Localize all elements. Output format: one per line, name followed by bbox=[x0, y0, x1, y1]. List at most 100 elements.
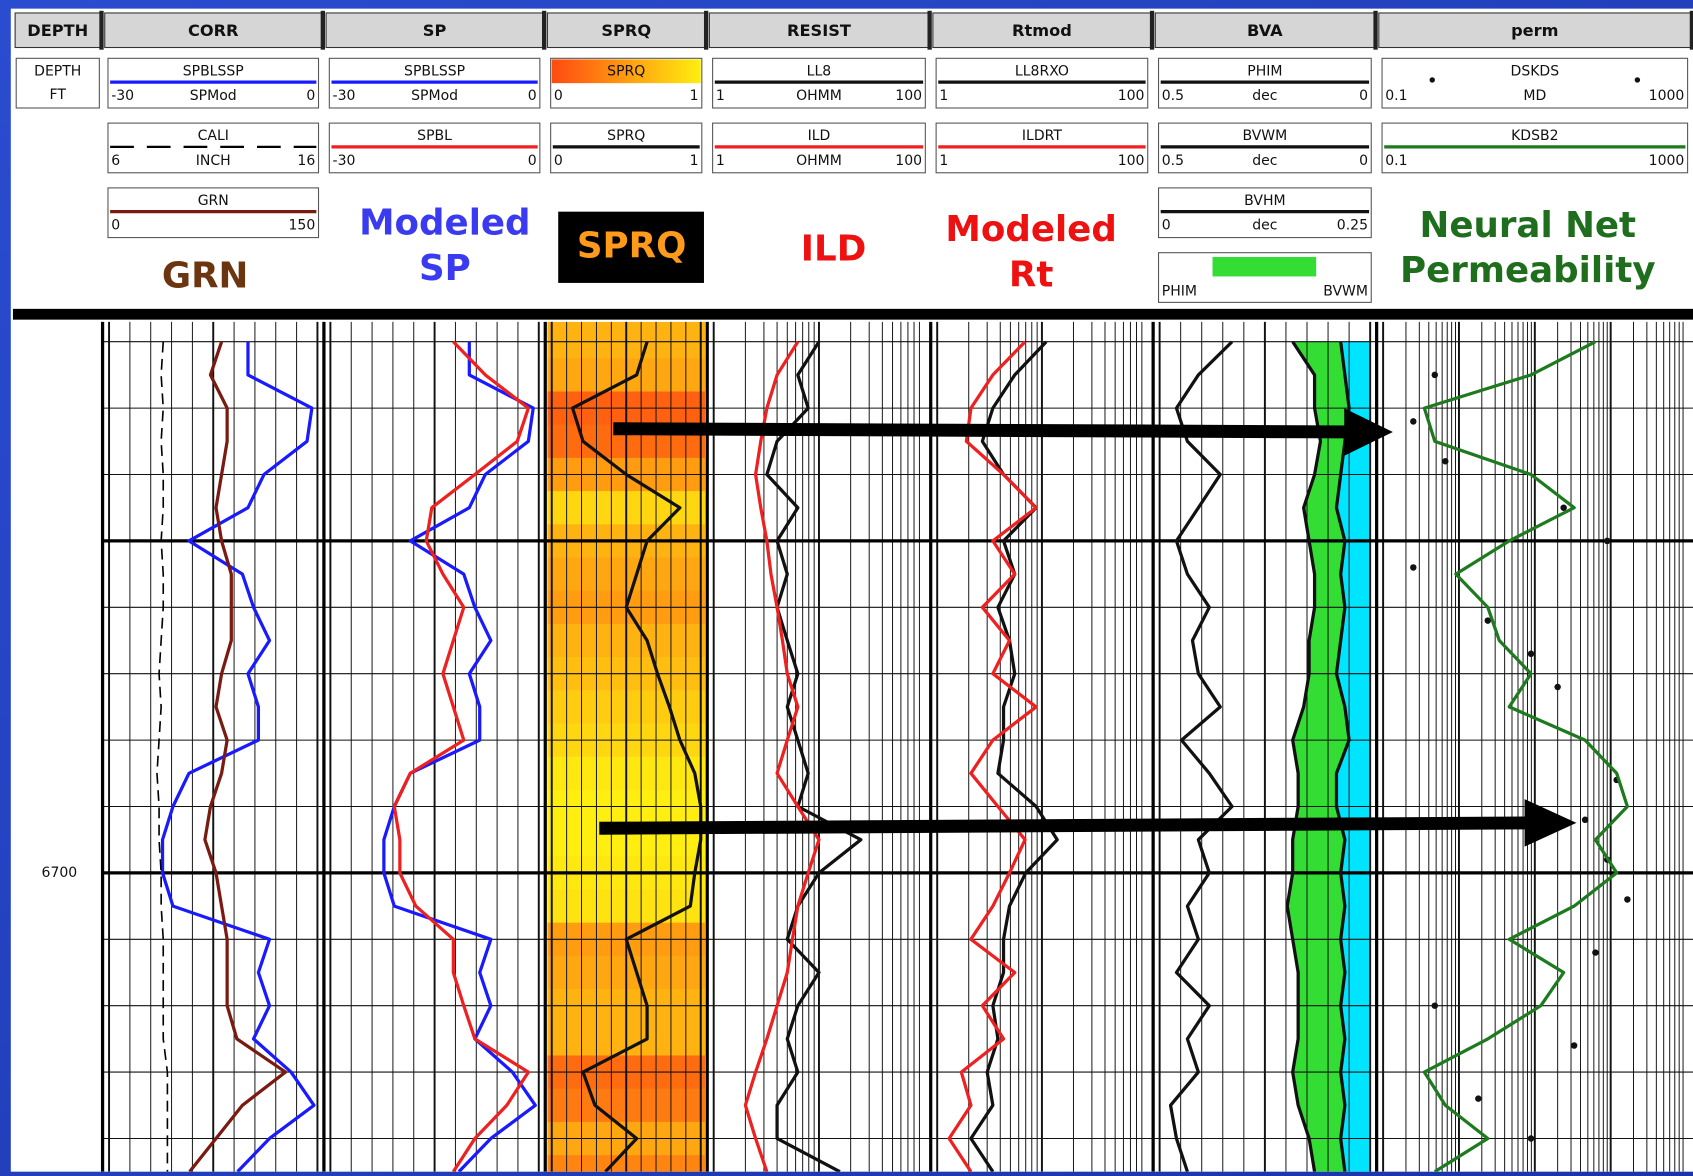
core-perm-point bbox=[1560, 504, 1567, 511]
header-divider bbox=[1689, 10, 1693, 50]
legend-name: GRN bbox=[198, 193, 229, 209]
core-perm-point bbox=[1603, 537, 1611, 545]
core-perm-point bbox=[1442, 457, 1449, 465]
scale-left: 0.1 bbox=[1385, 153, 1407, 169]
legend-name: LL8RXO bbox=[1015, 63, 1069, 79]
scale-left: 0 bbox=[1162, 218, 1171, 234]
track-header bbox=[104, 12, 323, 49]
header-divider bbox=[1149, 10, 1155, 50]
legend-box bbox=[1381, 57, 1689, 109]
scale-right: 150 bbox=[289, 218, 316, 234]
depth-header: FT bbox=[50, 87, 67, 103]
scale-right: 100 bbox=[895, 153, 922, 169]
annotation: Modeled bbox=[359, 203, 530, 244]
track-title: DEPTH bbox=[27, 21, 88, 40]
legend-unit: OHMM bbox=[796, 88, 842, 104]
annotation: Neural Net bbox=[1420, 205, 1637, 246]
legend-name: BVHM bbox=[1244, 193, 1285, 209]
scale-right: 0 bbox=[306, 88, 315, 104]
legend-name: SPBLSSP bbox=[404, 63, 465, 79]
core-perm-point bbox=[1410, 564, 1417, 571]
legend-dot bbox=[1634, 77, 1641, 83]
log-curve bbox=[188, 341, 288, 1172]
arrow-head bbox=[1344, 408, 1393, 456]
fill-legend-label: BVWM bbox=[1323, 284, 1368, 300]
scale-left: 0.5 bbox=[1162, 153, 1184, 169]
arrow-shaft bbox=[613, 422, 1356, 439]
header-divider bbox=[927, 10, 932, 50]
annotation: GRN bbox=[162, 256, 248, 297]
legend-unit: dec bbox=[1252, 218, 1277, 234]
plot-area: 6700 bbox=[42, 321, 1693, 1172]
header-divider bbox=[99, 10, 104, 50]
track-title: SP bbox=[423, 21, 447, 40]
legend-name: SPBLSSP bbox=[183, 63, 244, 79]
legend-unit: dec bbox=[1252, 88, 1277, 104]
core-perm-point bbox=[1570, 1042, 1578, 1049]
scale-left: 0.5 bbox=[1162, 88, 1184, 104]
scale-right: 100 bbox=[1118, 88, 1145, 104]
legend-area: DEPTH DEPTH FT CORR SPBLSSP -30 SPMod 0 CALI 6 INC… bbox=[14, 10, 1693, 303]
scale-left: 0 bbox=[554, 88, 563, 104]
log-curve bbox=[743, 340, 821, 1172]
core-perm-point bbox=[1475, 1095, 1482, 1102]
annotation: Modeled bbox=[945, 209, 1116, 250]
header-divider bbox=[1373, 10, 1378, 50]
track-header bbox=[708, 12, 930, 49]
legend-name: BVWM bbox=[1243, 128, 1288, 144]
log-curve bbox=[765, 340, 863, 1172]
core-perm-point bbox=[1484, 617, 1492, 624]
legend-name: SPBL bbox=[417, 128, 452, 144]
legend-name: KDSB2 bbox=[1511, 128, 1558, 144]
legend-name: PHIM bbox=[1247, 63, 1282, 79]
track-header bbox=[1378, 12, 1692, 49]
legend-unit: SPMod bbox=[190, 88, 237, 104]
core-perm-point bbox=[1527, 650, 1535, 658]
log-curve bbox=[570, 341, 703, 1172]
scale-right: 0.25 bbox=[1337, 218, 1368, 234]
scale-left: 1 bbox=[939, 153, 948, 169]
legend-dot bbox=[1429, 77, 1435, 83]
scale-right: 100 bbox=[895, 88, 922, 104]
porosity-fill bbox=[1287, 341, 1350, 1172]
legend-unit: MD bbox=[1523, 88, 1546, 104]
scale-left: 0.1 bbox=[1385, 88, 1407, 104]
log-curve bbox=[382, 341, 537, 1172]
header-divider bbox=[542, 10, 547, 50]
legend-name: SPRQ bbox=[607, 63, 645, 79]
legend-unit: dec bbox=[1252, 153, 1277, 169]
legend-unit: OHMM bbox=[796, 153, 842, 169]
track-title: SPRQ bbox=[601, 21, 651, 40]
scale-right: 0 bbox=[1359, 88, 1368, 104]
annotation: SPRQ bbox=[577, 225, 686, 266]
track-title: CORR bbox=[188, 21, 239, 40]
scale-left: 0 bbox=[111, 218, 120, 234]
legend-unit: INCH bbox=[196, 153, 231, 169]
core-perm-point bbox=[1410, 418, 1417, 425]
track-title: Rtmod bbox=[1012, 21, 1072, 40]
track-title: RESIST bbox=[787, 21, 851, 40]
legend-name: ILDRT bbox=[1022, 128, 1062, 144]
arrow-shaft bbox=[599, 816, 1536, 835]
core-perm-point bbox=[1554, 683, 1561, 691]
scale-left: 0 bbox=[554, 153, 563, 169]
scale-right: 0 bbox=[528, 88, 537, 104]
core-perm-point bbox=[1624, 896, 1631, 903]
annotation: Permeability bbox=[1400, 250, 1656, 291]
scale-right: 0 bbox=[528, 153, 537, 169]
arrows bbox=[599, 408, 1577, 847]
core-perm-point bbox=[1527, 1135, 1535, 1142]
scale-left: 1 bbox=[716, 88, 725, 104]
log-curve bbox=[1285, 340, 1323, 1172]
log-curve bbox=[1168, 340, 1234, 1172]
track-header bbox=[325, 12, 544, 49]
scale-left: -30 bbox=[111, 88, 134, 104]
scale-left: -30 bbox=[333, 88, 356, 104]
track-header bbox=[14, 12, 101, 49]
log-curve bbox=[1334, 341, 1351, 1172]
header-separator bbox=[12, 308, 1693, 320]
core-perm-point bbox=[1431, 371, 1439, 379]
annotation: Rt bbox=[1009, 254, 1053, 295]
